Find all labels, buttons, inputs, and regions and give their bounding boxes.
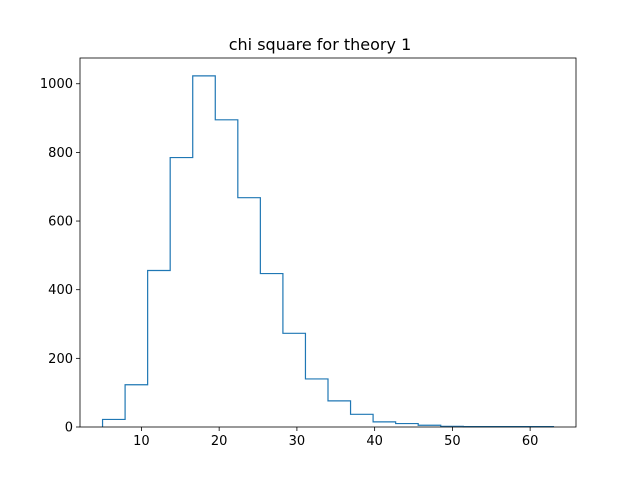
histogram-bin — [103, 419, 126, 427]
histogram-step-line — [101, 75, 555, 428]
x-tick-label: 60 — [522, 434, 539, 449]
histogram-bin — [215, 120, 238, 427]
histogram-bin — [283, 333, 306, 427]
y-tick-label: 1000 — [40, 77, 73, 92]
x-tick-label: 10 — [133, 434, 150, 449]
y-tick-label: 200 — [48, 352, 73, 367]
histogram-bin — [170, 158, 193, 427]
histogram-bin — [148, 270, 171, 427]
y-tick-label: 800 — [48, 146, 73, 161]
x-tick-label: 30 — [289, 434, 306, 449]
histogram-bin — [260, 274, 283, 427]
histogram-bin — [305, 379, 328, 427]
histogram-bin — [351, 414, 374, 427]
axes-frame — [79, 57, 577, 428]
x-tick-label: 50 — [444, 434, 461, 449]
histogram-bin — [125, 385, 148, 427]
plot-area — [101, 75, 555, 428]
y-tick-label: 400 — [48, 283, 73, 298]
chart-title: chi square for theory 1 — [229, 35, 412, 54]
histogram-bin — [238, 198, 261, 427]
histogram-bin — [328, 401, 351, 427]
y-tick-label: 600 — [48, 215, 73, 230]
histogram-bin — [193, 76, 216, 427]
x-tick-label: 20 — [211, 434, 228, 449]
x-axis: 10 20 30 40 50 60 — [133, 427, 538, 449]
y-tick-label: 0 — [65, 421, 73, 436]
histogram-bin — [373, 422, 396, 427]
x-tick-label: 40 — [366, 434, 383, 449]
y-axis: 0 200 400 600 800 1000 — [40, 77, 80, 436]
